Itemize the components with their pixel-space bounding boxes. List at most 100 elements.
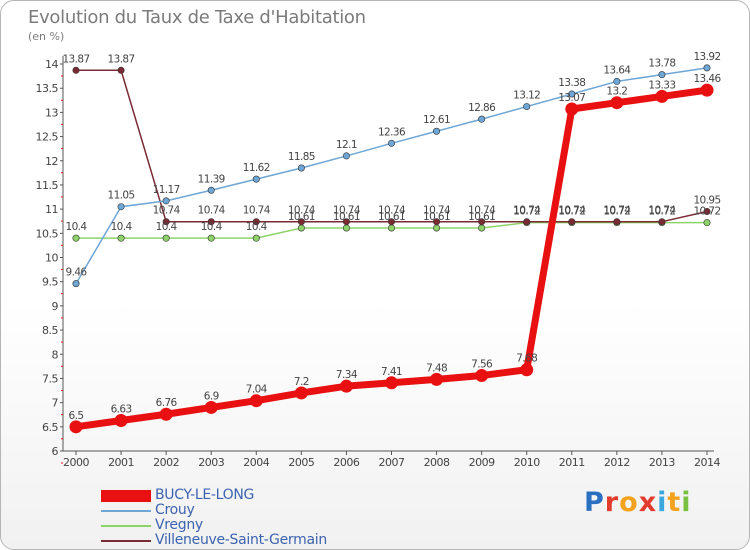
data-point — [387, 218, 395, 226]
data-label: 13.87 — [62, 53, 89, 65]
data-label: 11.85 — [288, 151, 315, 163]
data-label: 10.4 — [156, 221, 178, 233]
data-point — [72, 280, 80, 288]
series-layer — [69, 64, 714, 434]
legend-label: Vregny — [155, 517, 203, 533]
data-label: 10.74 — [378, 205, 406, 217]
data-point — [294, 386, 308, 400]
data-point — [430, 372, 444, 386]
data-point — [207, 186, 215, 194]
data-point — [703, 64, 711, 72]
data-point — [117, 234, 125, 242]
data-label: 10.72 — [693, 206, 720, 218]
data-point — [658, 218, 666, 226]
data-point — [613, 77, 621, 85]
data-label: 12.36 — [378, 126, 406, 138]
x-tick-label: 2011 — [559, 456, 585, 469]
data-label: 13.64 — [603, 64, 631, 76]
x-tick-label: 2007 — [379, 456, 405, 469]
data-point — [297, 224, 305, 232]
data-point — [610, 96, 624, 110]
data-label: 10.74 — [288, 205, 316, 217]
legend-label: Crouy — [155, 502, 195, 518]
data-point — [69, 420, 83, 434]
data-label: 12.86 — [468, 102, 496, 114]
x-tick-label: 2002 — [153, 456, 179, 469]
y-tick-label: 12.5 — [36, 131, 59, 144]
data-label: 10.74 — [603, 205, 631, 217]
data-label: 10.74 — [468, 205, 496, 217]
y-tick-label: 8.5 — [42, 324, 58, 337]
data-point — [162, 234, 170, 242]
data-point — [342, 152, 350, 160]
data-point — [249, 394, 263, 408]
x-tick-label: 2003 — [198, 456, 224, 469]
data-label: 13.78 — [648, 58, 675, 70]
legend-label: BUCY-LE-LONG — [155, 487, 255, 503]
legend-label: Villeneuve-Saint-Germain — [155, 532, 327, 548]
data-label: 10.74 — [333, 205, 361, 217]
y-tick-label: 9 — [52, 300, 59, 313]
data-point — [72, 66, 80, 74]
y-tick-label: 11 — [45, 203, 58, 216]
y-tick-label: 13.5 — [36, 82, 59, 95]
data-label: 6.9 — [204, 390, 219, 402]
data-label: 6.63 — [111, 404, 132, 416]
data-label: 13.92 — [693, 51, 720, 63]
data-label: 11.17 — [153, 184, 180, 196]
data-point — [342, 224, 350, 232]
data-point — [114, 414, 128, 428]
data-label: 10.72 — [513, 206, 540, 218]
data-label: 12.61 — [423, 114, 450, 126]
data-labels-layer: 6.5 6.63 6.76 6.9 7.04 7.2 7.34 7.41 7.48 7.56 7.6… — [62, 51, 722, 422]
data-point — [703, 219, 711, 227]
data-point — [475, 369, 489, 383]
data-label: 7.34 — [336, 369, 358, 381]
x-tick-label: 2005 — [288, 456, 314, 469]
chart-unit: (en %) — [28, 30, 65, 43]
data-point — [387, 224, 395, 232]
data-point — [387, 139, 395, 147]
data-point — [204, 400, 218, 414]
data-label: 10.72 — [558, 206, 585, 218]
data-label: 11.62 — [243, 162, 270, 174]
data-label: 10.61 — [333, 211, 360, 223]
y-tick-label: 6 — [52, 445, 59, 458]
y-tick-label: 14 — [45, 58, 58, 71]
data-point — [613, 218, 621, 226]
data-label: 10.61 — [288, 211, 315, 223]
data-label: 10.4 — [111, 221, 133, 233]
data-label: 9.46 — [66, 267, 88, 279]
data-label: 10.61 — [468, 211, 495, 223]
data-point — [342, 218, 350, 226]
y-tick-label: 10 — [45, 252, 58, 265]
data-label: 10.95 — [693, 195, 720, 207]
data-label: 7.68 — [516, 353, 537, 365]
data-label: 10.4 — [246, 221, 268, 233]
x-tick-label: 2009 — [469, 456, 495, 469]
data-point — [703, 208, 711, 216]
data-label: 7.48 — [426, 362, 447, 374]
data-point — [252, 234, 260, 242]
x-tick-label: 2013 — [649, 456, 675, 469]
data-label: 10.74 — [558, 205, 586, 217]
data-label: 6.5 — [69, 410, 84, 422]
data-point — [565, 102, 579, 116]
data-label: 10.74 — [423, 205, 451, 217]
legend-swatch — [101, 525, 151, 527]
data-label: 13.12 — [513, 90, 540, 102]
data-label: 13.46 — [693, 73, 721, 85]
data-label: 10.74 — [153, 205, 181, 217]
data-label: 13.33 — [648, 79, 675, 91]
data-label: 13.2 — [606, 86, 627, 98]
data-label: 10.61 — [423, 211, 450, 223]
data-point — [433, 127, 441, 135]
x-tick-label: 2000 — [63, 456, 89, 469]
y-tick-label: 11.5 — [36, 179, 59, 192]
y-tick-label: 9.5 — [42, 276, 58, 289]
data-point — [207, 234, 215, 242]
legend-swatch — [101, 490, 151, 502]
y-tick-label: 8 — [52, 348, 59, 361]
axes: 6 6.5 7 7.5 8 8.5 9 9.5 10 10.5 11 11.5 12 12.5 13 13.5… — [36, 56, 721, 469]
